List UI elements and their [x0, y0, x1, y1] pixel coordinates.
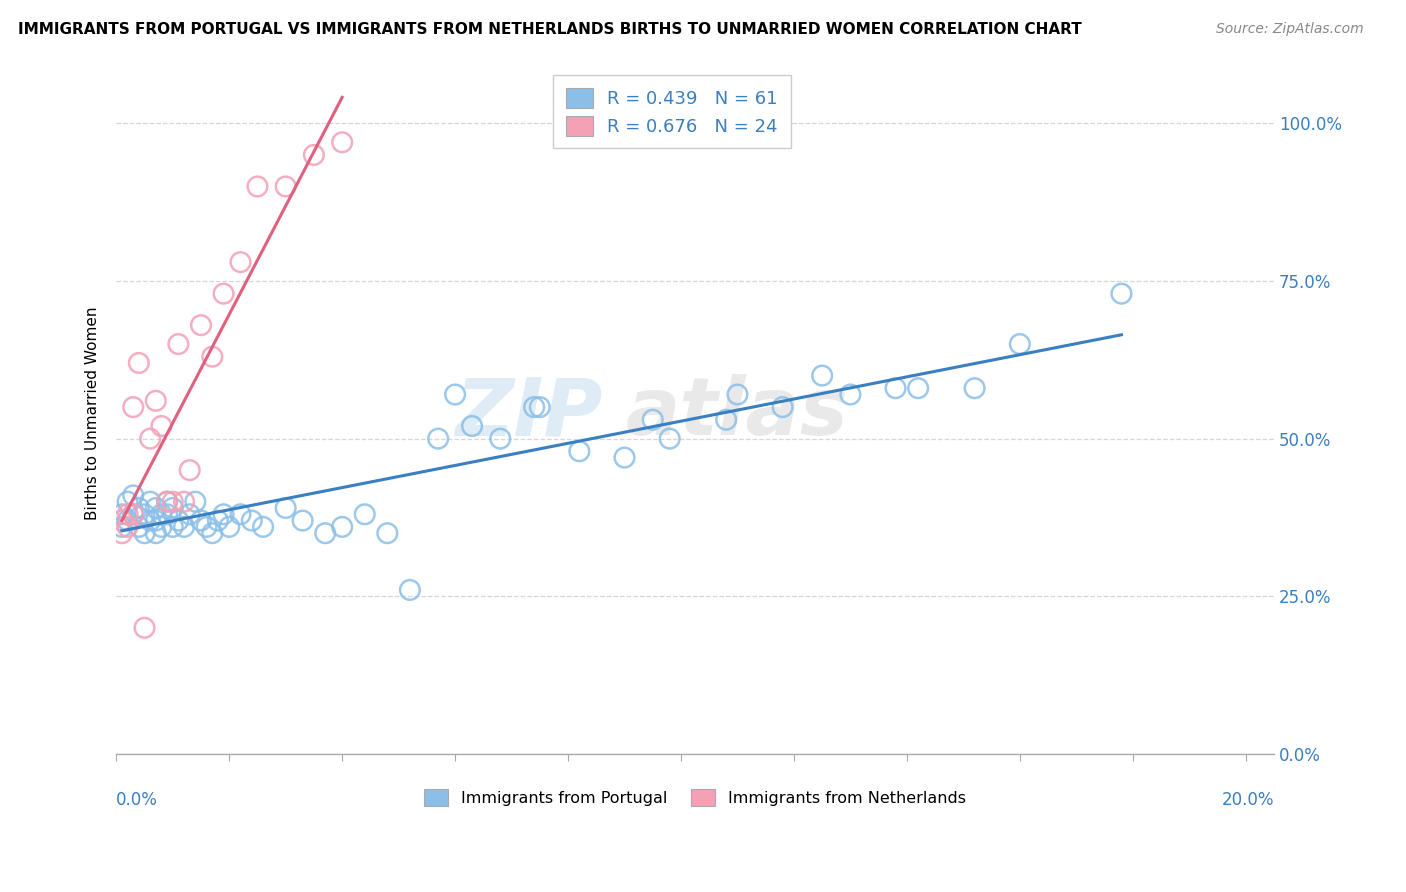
- Point: [568, 444, 591, 458]
- Point: [128, 500, 150, 515]
- Point: [375, 526, 398, 541]
- Point: [252, 520, 274, 534]
- Point: [179, 508, 201, 522]
- Point: [218, 520, 240, 534]
- Point: [274, 500, 297, 515]
- Point: [613, 450, 636, 465]
- Point: [173, 520, 195, 534]
- Point: [330, 520, 353, 534]
- Point: [134, 526, 156, 541]
- Point: [461, 419, 484, 434]
- Text: 20.0%: 20.0%: [1222, 791, 1274, 809]
- Point: [162, 520, 184, 534]
- Point: [139, 514, 162, 528]
- Point: [1111, 286, 1133, 301]
- Point: [212, 508, 235, 522]
- Point: [229, 508, 252, 522]
- Point: [884, 381, 907, 395]
- Point: [134, 621, 156, 635]
- Point: [145, 393, 167, 408]
- Point: [139, 494, 162, 508]
- Point: [201, 526, 224, 541]
- Point: [427, 432, 450, 446]
- Point: [122, 488, 145, 502]
- Text: Source: ZipAtlas.com: Source: ZipAtlas.com: [1216, 22, 1364, 37]
- Text: atlas: atlas: [626, 375, 848, 452]
- Point: [399, 582, 422, 597]
- Point: [195, 520, 218, 534]
- Point: [134, 508, 156, 522]
- Point: [839, 387, 862, 401]
- Point: [145, 526, 167, 541]
- Point: [353, 508, 375, 522]
- Point: [122, 508, 145, 522]
- Point: [150, 508, 173, 522]
- Text: 0.0%: 0.0%: [117, 791, 157, 809]
- Point: [156, 494, 179, 508]
- Point: [167, 514, 190, 528]
- Legend: Immigrants from Portugal, Immigrants from Netherlands: Immigrants from Portugal, Immigrants fro…: [416, 780, 974, 814]
- Point: [128, 356, 150, 370]
- Point: [274, 179, 297, 194]
- Point: [145, 514, 167, 528]
- Point: [111, 514, 134, 528]
- Point: [156, 494, 179, 508]
- Point: [162, 494, 184, 508]
- Point: [727, 387, 749, 401]
- Point: [117, 494, 139, 508]
- Text: ZIP: ZIP: [456, 375, 603, 452]
- Point: [1008, 337, 1031, 351]
- Point: [907, 381, 929, 395]
- Point: [302, 148, 325, 162]
- Point: [150, 520, 173, 534]
- Point: [772, 400, 794, 414]
- Text: IMMIGRANTS FROM PORTUGAL VS IMMIGRANTS FROM NETHERLANDS BIRTHS TO UNMARRIED WOME: IMMIGRANTS FROM PORTUGAL VS IMMIGRANTS F…: [18, 22, 1083, 37]
- Point: [212, 286, 235, 301]
- Point: [641, 413, 664, 427]
- Point: [117, 508, 139, 522]
- Point: [246, 179, 269, 194]
- Point: [190, 318, 212, 333]
- Point: [117, 514, 139, 528]
- Point: [658, 432, 681, 446]
- Point: [201, 350, 224, 364]
- Point: [139, 432, 162, 446]
- Point: [207, 514, 229, 528]
- Point: [162, 500, 184, 515]
- Point: [714, 413, 737, 427]
- Point: [190, 514, 212, 528]
- Y-axis label: Births to Unmarried Women: Births to Unmarried Women: [86, 307, 100, 520]
- Point: [173, 494, 195, 508]
- Point: [529, 400, 551, 414]
- Point: [111, 526, 134, 541]
- Point: [314, 526, 336, 541]
- Point: [122, 508, 145, 522]
- Point: [291, 514, 314, 528]
- Point: [444, 387, 467, 401]
- Point: [111, 520, 134, 534]
- Point: [150, 419, 173, 434]
- Point: [117, 520, 139, 534]
- Point: [179, 463, 201, 477]
- Point: [122, 400, 145, 414]
- Point: [240, 514, 263, 528]
- Point: [111, 508, 134, 522]
- Point: [963, 381, 986, 395]
- Point: [523, 400, 546, 414]
- Point: [145, 500, 167, 515]
- Point: [229, 255, 252, 269]
- Point: [184, 494, 207, 508]
- Point: [330, 136, 353, 150]
- Point: [128, 520, 150, 534]
- Point: [489, 432, 512, 446]
- Point: [167, 337, 190, 351]
- Point: [156, 508, 179, 522]
- Point: [811, 368, 834, 383]
